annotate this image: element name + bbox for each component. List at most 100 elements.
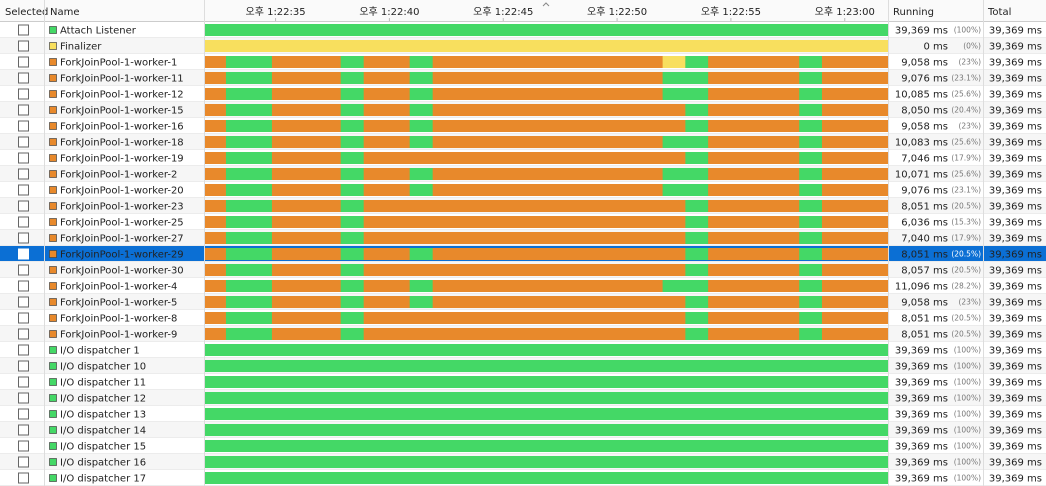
running-time: 7,040 ms [901, 234, 948, 245]
thread-row[interactable]: Attach Listener 39,369 ms (100%) 39,369 ms [0, 22, 1046, 38]
checkbox[interactable] [18, 24, 29, 36]
thread-row[interactable]: I/O dispatcher 1 39,369 ms (100%) 39,369 ms [0, 342, 1046, 358]
state-span [799, 152, 822, 164]
checkbox[interactable] [18, 88, 29, 100]
header-total[interactable]: Total [987, 7, 1011, 18]
state-span [340, 120, 364, 132]
checkbox[interactable] [18, 408, 29, 420]
thread-row[interactable]: ForkJoinPool-1-worker-12 10,085 ms (25.6%)… [0, 86, 1046, 102]
thread-row[interactable]: ForkJoinPool-1-worker-20 9,076 ms (23.1%) 3… [0, 182, 1046, 198]
checkbox[interactable] [18, 280, 29, 292]
checkbox[interactable] [18, 472, 29, 484]
state-span [409, 72, 433, 84]
checkbox[interactable] [18, 200, 29, 212]
running-percent: (100%) [954, 442, 981, 451]
thread-row[interactable]: ForkJoinPool-1-worker-4 11,096 ms (28.2%) 3… [0, 278, 1046, 294]
state-bar [205, 312, 888, 324]
thread-row[interactable]: ForkJoinPool-1-worker-25 6,036 ms (15.3%) 3… [0, 214, 1046, 230]
thread-row[interactable]: ForkJoinPool-1-worker-15 8,050 ms (20.4%) 3… [0, 102, 1046, 118]
thread-row[interactable]: I/O dispatcher 17 39,369 ms (100%) 39,369 m… [0, 470, 1046, 486]
state-span [340, 72, 364, 84]
checkbox[interactable] [18, 312, 29, 324]
state-span [340, 296, 364, 308]
checkbox[interactable] [18, 184, 29, 196]
state-icon [49, 58, 57, 66]
header-name[interactable]: Name [50, 7, 80, 18]
thread-row[interactable]: ForkJoinPool-1-worker-23 8,051 ms (20.5%) 3… [0, 198, 1046, 214]
thread-name: ForkJoinPool-1-worker-18 [60, 138, 184, 149]
thread-row[interactable]: ForkJoinPool-1-worker-11 9,076 ms (23.1%) 3… [0, 70, 1046, 86]
state-span [685, 56, 709, 68]
checkbox[interactable] [18, 440, 29, 452]
thread-row[interactable]: Finalizer 0 ms (0%) 39,369 ms [0, 38, 1046, 54]
checkbox[interactable] [18, 72, 29, 84]
checkbox[interactable] [18, 264, 29, 276]
state-span [799, 264, 822, 276]
thread-row[interactable]: ForkJoinPool-1-worker-8 8,051 ms (20.5%) 39… [0, 310, 1046, 326]
state-bar [205, 360, 888, 372]
state-span [409, 88, 433, 100]
checkbox[interactable] [18, 40, 29, 52]
state-span [225, 136, 272, 148]
sort-indicator [542, 2, 550, 7]
thread-row[interactable]: ForkJoinPool-1-worker-1 9,058 ms (23%) 39,3… [0, 54, 1046, 70]
checkbox[interactable] [18, 104, 29, 116]
checkbox[interactable] [18, 152, 29, 164]
thread-row[interactable]: ForkJoinPool-1-worker-27 7,040 ms (17.9%) 3… [0, 230, 1046, 246]
checkbox[interactable] [18, 424, 29, 436]
checkbox[interactable] [18, 168, 29, 180]
checkbox[interactable] [18, 392, 29, 404]
thread-row[interactable]: I/O dispatcher 16 39,369 ms (100%) 39,369 m… [0, 454, 1046, 470]
thread-row[interactable]: ForkJoinPool-1-worker-18 10,083 ms (25.6%)… [0, 134, 1046, 150]
state-span [685, 248, 709, 260]
running-percent: (17.9%) [951, 234, 981, 243]
thread-row[interactable]: I/O dispatcher 11 39,369 ms (100%) 39,369 m… [0, 374, 1046, 390]
running-percent: (15.3%) [951, 218, 981, 227]
running-percent: (100%) [954, 362, 981, 371]
thread-name: ForkJoinPool-1-worker-1 [60, 58, 177, 69]
checkbox[interactable] [18, 344, 29, 356]
time-label: 오후 1:22:40 [359, 6, 419, 18]
thread-row[interactable]: ForkJoinPool-1-worker-5 9,058 ms (23%) 39,3… [0, 294, 1046, 310]
total-time: 39,369 ms [989, 186, 1042, 197]
checkbox[interactable] [18, 360, 29, 372]
state-bar [205, 104, 888, 116]
thread-row[interactable]: ForkJoinPool-1-worker-30 8,057 ms (20.5%) 3… [0, 262, 1046, 278]
checkbox[interactable] [18, 328, 29, 340]
checkbox[interactable] [18, 56, 29, 68]
checkbox[interactable] [18, 120, 29, 132]
thread-name: ForkJoinPool-1-worker-5 [60, 298, 177, 309]
thread-row[interactable]: ForkJoinPool-1-worker-29 8,051 ms (20.5%) 3… [0, 246, 1046, 262]
thread-row[interactable]: I/O dispatcher 10 39,369 ms (100%) 39,369 m… [0, 358, 1046, 374]
state-span [225, 280, 272, 292]
checkbox[interactable] [18, 136, 29, 148]
state-bar [205, 472, 888, 484]
thread-row[interactable]: I/O dispatcher 14 39,369 ms (100%) 39,369 m… [0, 422, 1046, 438]
checkbox[interactable] [18, 248, 29, 260]
thread-name: ForkJoinPool-1-worker-16 [60, 122, 184, 133]
checkbox[interactable] [18, 376, 29, 388]
checkbox[interactable] [18, 216, 29, 228]
checkbox[interactable] [18, 296, 29, 308]
header-selected[interactable]: Selected [5, 7, 48, 18]
total-time: 39,369 ms [989, 42, 1042, 53]
thread-row[interactable]: I/O dispatcher 12 39,369 ms (100%) 39,369 m… [0, 390, 1046, 406]
thread-row[interactable]: ForkJoinPool-1-worker-2 10,071 ms (25.6%) 3… [0, 166, 1046, 182]
state-span [340, 312, 364, 324]
state-icon [49, 458, 57, 466]
checkbox[interactable] [18, 232, 29, 244]
header-running[interactable]: Running [893, 7, 934, 18]
thread-row[interactable]: I/O dispatcher 15 39,369 ms (100%) 39,369 m… [0, 438, 1046, 454]
thread-row[interactable]: ForkJoinPool-1-worker-9 8,051 ms (20.5%) 39… [0, 326, 1046, 342]
running-time: 39,369 ms [895, 362, 948, 373]
state-span [225, 120, 272, 132]
running-percent: (28.2%) [951, 282, 981, 291]
thread-row[interactable]: ForkJoinPool-1-worker-16 9,058 ms (23%) 39,… [0, 118, 1046, 134]
thread-row[interactable]: I/O dispatcher 13 39,369 ms (100%) 39,369 m… [0, 406, 1046, 422]
thread-row[interactable]: ForkJoinPool-1-worker-19 7,046 ms (17.9%) 3… [0, 150, 1046, 166]
state-span [409, 56, 433, 68]
total-time: 39,369 ms [989, 426, 1042, 437]
checkbox[interactable] [18, 456, 29, 468]
state-bar [205, 40, 888, 52]
